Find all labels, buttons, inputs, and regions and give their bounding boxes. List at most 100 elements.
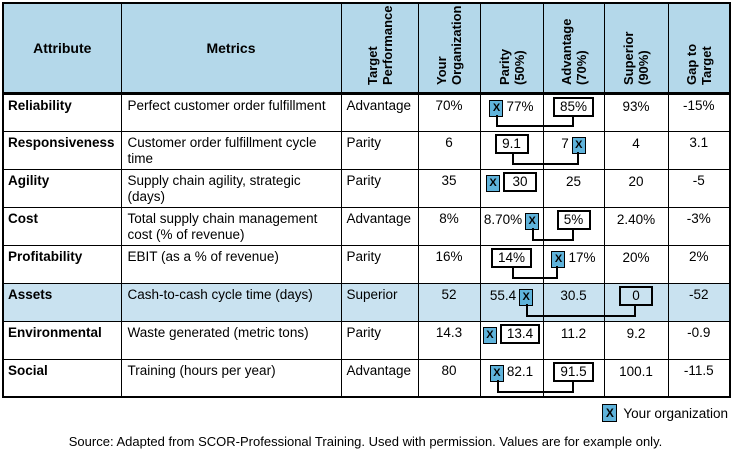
benchmark-content: 85% <box>545 96 603 117</box>
benchmark-content: 9.1 <box>482 133 542 154</box>
benchmark-content: 5% <box>545 209 603 230</box>
attribute-cell: Profitability <box>2 244 122 284</box>
benchmark-value: 93% <box>622 98 650 114</box>
metric-cell: EBIT (as a % of revenue) <box>120 244 342 284</box>
your-org-marker-icon: X <box>602 404 618 422</box>
target-box: 13.4 <box>499 323 541 344</box>
benchmark-value: 82.1 <box>506 363 534 379</box>
benchmark-value: 30.5 <box>560 287 587 303</box>
benchmark-content: X 30 <box>482 171 542 192</box>
benchmark-content: 20% <box>606 250 667 266</box>
target-cell: Advantage <box>340 358 419 398</box>
your-org-marker-icon: X <box>519 288 534 306</box>
benchmark-content: 0 <box>606 285 667 306</box>
your-org-cell: 6 <box>417 130 481 170</box>
benchmark-value: 7 <box>561 135 569 151</box>
target-box: 0 <box>619 285 653 306</box>
your-org-cell: 8% <box>417 206 481 246</box>
attribute-cell: Agility <box>2 168 122 208</box>
advantage-cell: 91.5 <box>542 358 605 398</box>
attribute-cell: Cost <box>2 206 122 246</box>
gap-cell: 3.1 <box>667 130 731 170</box>
parity-cell: X 13.4 <box>479 320 544 360</box>
table-row: Social Training (hours per year) Advantage… <box>2 358 731 398</box>
gap-cell: -5 <box>667 168 731 208</box>
attribute-cell: Reliability <box>2 92 122 132</box>
advantage-cell: 5% <box>542 206 605 246</box>
parity-cell: 9.1 <box>479 130 544 170</box>
your-org-cell: 35 <box>417 168 481 208</box>
superior-cell: 4 <box>603 130 669 170</box>
gap-cell: -11.5 <box>667 358 731 398</box>
benchmark-content: 2.40% <box>606 212 667 228</box>
rotated-label: Superior (90%) <box>621 31 651 85</box>
your-org-cell: 16% <box>417 244 481 284</box>
parity-cell: 8.70% X <box>479 206 544 246</box>
benchmark-content: 91.5 <box>545 361 603 382</box>
benchmark-content: 20 <box>606 174 667 190</box>
your-org-marker-icon: X <box>571 136 586 154</box>
your-org-cell: 52 <box>417 282 481 322</box>
metric-cell: Training (hours per year) <box>120 358 342 398</box>
rotated-label: Gap to Target <box>683 43 714 85</box>
benchmark-content: 14% <box>482 247 542 268</box>
header-row: Attribute Metrics Target Performance You… <box>2 2 731 95</box>
table-row: Assets Cash-to-cash cycle time (days) Supe… <box>2 282 731 322</box>
benchmark-value: 55.4 <box>489 287 517 303</box>
benchmark-content: 8.70% X <box>482 212 542 230</box>
your-org-marker-icon: X <box>482 326 497 344</box>
benchmark-value: 4 <box>632 135 640 151</box>
col-header-target-performance: Target Performance <box>340 2 419 95</box>
benchmark-content: 9.2 <box>606 326 667 342</box>
rotated-label: Target Performance <box>364 5 395 85</box>
superior-cell: 9.2 <box>603 320 669 360</box>
target-box: 5% <box>556 209 591 230</box>
benchmark-value: 17% <box>568 249 596 265</box>
target-box: 91.5 <box>553 361 594 382</box>
benchmark-content: 30.5 <box>545 288 603 304</box>
target-cell: Parity <box>340 244 419 284</box>
target-cell: Parity <box>340 320 419 360</box>
advantage-cell: 11.2 <box>542 320 605 360</box>
benchmark-content: 4 <box>606 136 667 152</box>
rotated-label: Parity (50%) <box>496 48 527 85</box>
metric-cell: Perfect customer order fulfillment <box>120 92 342 132</box>
table-row: Reliability Perfect customer order fulfil… <box>2 92 731 132</box>
advantage-cell: 25 <box>542 168 605 208</box>
col-header-advantage: Advantage (70%) <box>542 2 605 95</box>
superior-cell: 2.40% <box>603 206 669 246</box>
target-box: 85% <box>552 96 595 117</box>
metric-cell: Cash-to-cash cycle time (days) <box>120 282 342 322</box>
metric-cell: Waste generated (metric tons) <box>120 320 342 360</box>
target-cell: Parity <box>340 130 419 170</box>
parity-cell: X 82.1 <box>479 358 544 398</box>
metric-cell: Customer order fulfillment cycle time <box>120 130 342 170</box>
benchmark-content: X 82.1 <box>482 364 542 382</box>
table-row: Cost Total supply chain management cost (… <box>2 206 731 246</box>
col-header-parity: Parity (50%) <box>479 2 544 95</box>
col-header-superior: Superior (90%) <box>603 2 669 95</box>
col-header-gap-to-target: Gap to Target <box>667 2 731 95</box>
gap-cell: -52 <box>667 282 731 322</box>
parity-cell: X 77% <box>479 92 544 132</box>
attribute-cell: Social <box>2 358 122 398</box>
benchmark-value: 9.2 <box>626 325 646 341</box>
table-row: Profitability EBIT (as a % of revenue) Par… <box>2 244 731 284</box>
gap-cell: -15% <box>667 92 731 132</box>
attribute-cell: Responsiveness <box>2 130 122 170</box>
col-header-metrics: Metrics <box>120 2 342 95</box>
benchmark-content: X 17% <box>545 250 603 268</box>
parity-cell: 55.4 X <box>479 282 544 322</box>
benchmark-content: 100.1 <box>606 364 667 380</box>
attribute-cell: Assets <box>2 282 122 322</box>
benchmark-content: 25 <box>545 174 603 190</box>
superior-cell: 20 <box>603 168 669 208</box>
legend: X Your organization <box>602 404 728 422</box>
benchmark-table: Attribute Metrics Target Performance You… <box>2 2 731 398</box>
benchmark-value: 77% <box>506 98 534 114</box>
target-box: 14% <box>490 247 533 268</box>
benchmark-value: 8.70% <box>483 211 523 227</box>
your-org-cell: 80 <box>417 358 481 398</box>
